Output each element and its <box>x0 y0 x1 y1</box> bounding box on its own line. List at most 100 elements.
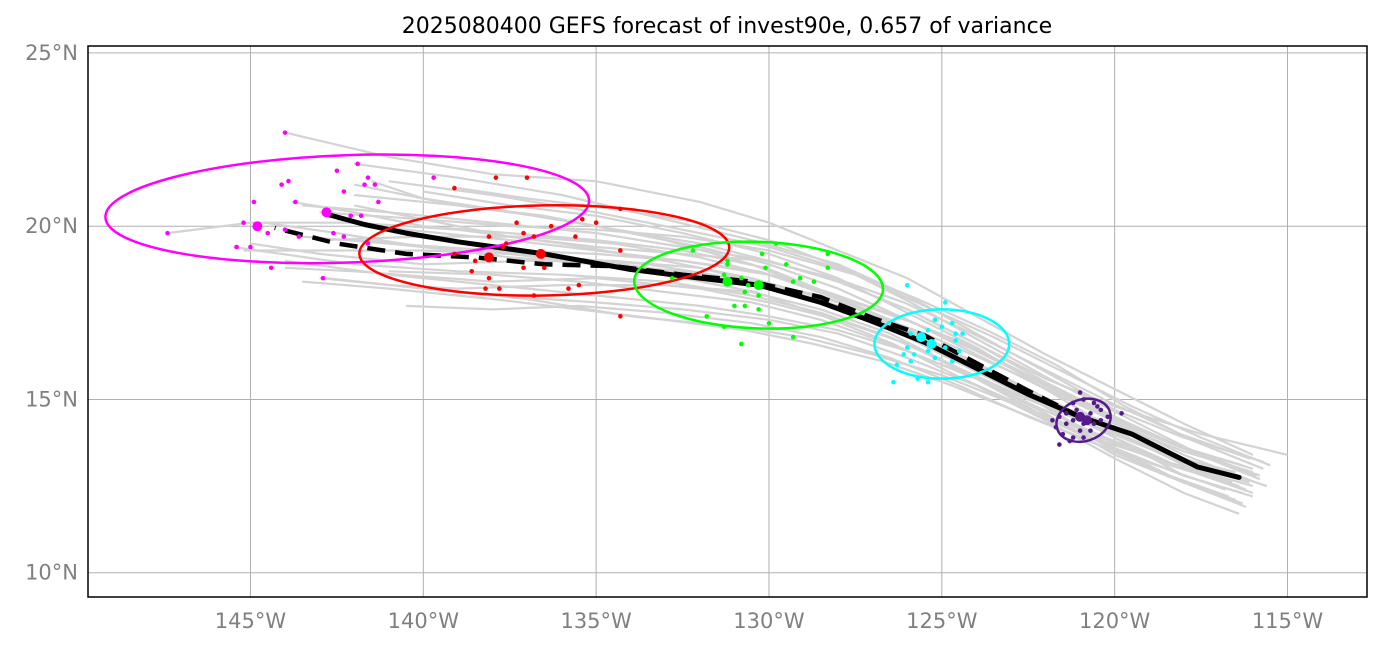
member-position-dot <box>248 244 253 250</box>
member-position-dot <box>949 320 955 326</box>
member-position-dot <box>1057 442 1062 447</box>
member-position-dot <box>531 234 537 239</box>
member-position-dot <box>925 379 931 385</box>
member-position-dot <box>268 265 274 271</box>
member-position-dot <box>1088 411 1093 416</box>
member-position-dot <box>911 352 917 357</box>
x-axis-ticks: 145°W 140°W 135°W 130°W 125°W 120°W 115°W <box>215 609 1324 633</box>
member-position-dot <box>580 216 585 222</box>
member-position-dot <box>960 331 965 336</box>
median-position-dot <box>916 332 927 343</box>
member-position-dot <box>742 303 748 309</box>
member-position-dot <box>783 262 789 267</box>
x-tick-label: 120°W <box>1079 609 1151 633</box>
member-position-dot <box>894 362 900 368</box>
member-position-dot <box>704 314 710 319</box>
member-position-dot <box>320 275 326 281</box>
member-position-dot <box>766 320 772 326</box>
member-position-dot <box>942 300 948 305</box>
member-position-dot <box>1119 411 1124 416</box>
member-position-dot <box>756 293 761 298</box>
member-position-dot <box>953 338 958 343</box>
member-position-dot <box>282 130 288 135</box>
member-position-dot <box>573 234 578 239</box>
member-track <box>284 131 1254 456</box>
member-track <box>233 245 1254 474</box>
member-track <box>284 259 1243 505</box>
median-position-dot <box>483 252 494 263</box>
member-track <box>371 239 1236 502</box>
x-tick-label: 130°W <box>733 609 805 633</box>
member-position-dot <box>1077 390 1083 395</box>
x-tick-label: 135°W <box>560 609 632 633</box>
member-position-dot <box>566 286 571 291</box>
member-position-dot <box>334 168 340 174</box>
member-position-dot <box>1074 407 1079 413</box>
member-position-dot <box>1070 435 1076 440</box>
member-position-dot <box>721 272 727 278</box>
member-position-dot <box>1095 404 1100 409</box>
gridlines <box>88 46 1367 597</box>
member-position-dot <box>296 234 302 239</box>
member-position-dot <box>1098 417 1104 423</box>
mean-position-dot <box>535 248 546 259</box>
member-position-dot <box>524 175 530 180</box>
member-position-dot <box>618 206 623 212</box>
member-position-dot <box>355 161 360 167</box>
member-position-dot <box>234 244 239 250</box>
member-position-dot <box>1105 414 1111 420</box>
member-position-dot <box>825 251 831 257</box>
spread-ellipse <box>632 240 885 330</box>
member-position-dot <box>452 251 457 257</box>
member-position-dot <box>1081 435 1086 440</box>
member-position-dot <box>732 303 737 309</box>
spread-ellipses <box>104 153 1112 444</box>
member-position-dot <box>891 379 896 385</box>
member-position-dot <box>690 248 696 253</box>
member-position-dot <box>904 282 910 288</box>
x-tick-label: 140°W <box>388 609 460 633</box>
member-position-dot <box>331 230 336 236</box>
member-position-dot <box>908 359 914 364</box>
member-position-dot <box>279 182 284 187</box>
x-tick-label: 145°W <box>215 609 287 633</box>
x-tick-label: 115°W <box>1252 609 1324 633</box>
member-track <box>423 287 1240 515</box>
member-position-dot <box>348 213 354 219</box>
member-position-dot <box>286 178 291 184</box>
x-tick-label: 125°W <box>906 609 978 633</box>
member-position-dot <box>493 175 499 180</box>
member-position-dot <box>1057 414 1062 420</box>
member-position-dot <box>1063 411 1069 416</box>
forecast-position-points <box>165 130 1124 447</box>
member-position-dot <box>497 286 502 291</box>
member-position-dot <box>376 199 381 205</box>
member-position-dot <box>1050 417 1055 423</box>
member-position-dot <box>763 265 768 271</box>
member-position-dot <box>541 265 547 271</box>
member-position-dot <box>1060 431 1066 437</box>
member-position-dot <box>901 352 907 357</box>
member-position-dot <box>341 234 347 239</box>
member-position-dot <box>365 175 371 180</box>
member-position-dot <box>1088 428 1093 433</box>
member-track <box>243 249 1240 488</box>
member-position-dot <box>1091 400 1097 406</box>
member-position-dot <box>725 262 730 267</box>
member-position-dot <box>483 286 488 291</box>
member-position-dot <box>825 265 831 271</box>
member-position-dot <box>618 248 623 253</box>
member-position-dot <box>165 230 170 236</box>
mean-track <box>324 211 1242 480</box>
member-position-dot <box>925 327 931 333</box>
member-position-dot <box>282 227 288 232</box>
chart-title: 2025080400 GEFS forecast of invest90e, 0… <box>402 14 1052 39</box>
member-position-dot <box>293 199 298 205</box>
spread-ellipse <box>873 308 1011 380</box>
member-position-dot <box>362 182 367 187</box>
member-position-dot <box>932 317 938 323</box>
member-position-dot <box>745 282 751 288</box>
member-position-dot <box>942 345 948 350</box>
member-position-dot <box>431 175 436 180</box>
member-position-dot <box>514 220 519 226</box>
